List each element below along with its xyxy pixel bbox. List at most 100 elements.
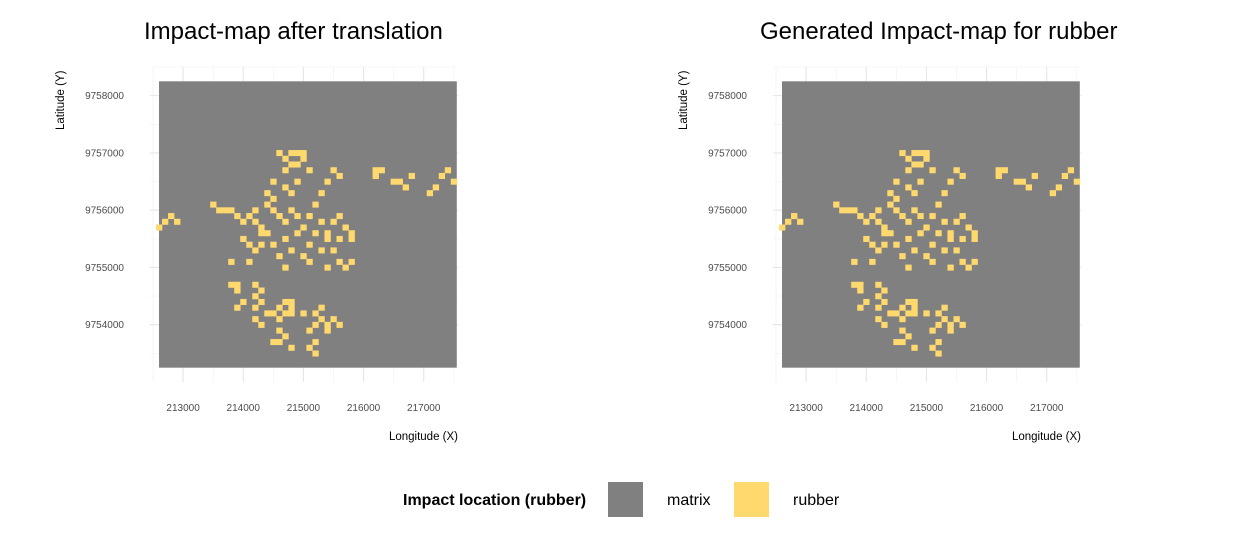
raster-cell-rubber (174, 218, 181, 225)
raster-cell-rubber (372, 167, 379, 174)
raster-cell-rubber (348, 230, 355, 237)
raster-cell-rubber (258, 287, 265, 294)
raster-cell-rubber (276, 327, 283, 334)
raster-cell-rubber (875, 207, 882, 214)
raster-cell-rubber (282, 184, 289, 191)
raster-cell-rubber (1061, 172, 1069, 179)
raster-cell-rubber (288, 344, 295, 351)
raster-cell-rubber (336, 213, 343, 220)
y-tick-label: 9756000 (85, 206, 124, 217)
raster-cell-rubber (851, 258, 858, 265)
raster-cell-rubber (276, 304, 283, 311)
x-tick-label: 216000 (970, 403, 1004, 414)
raster-cell-rubber (953, 167, 960, 174)
raster-cell-rubber (372, 172, 379, 179)
raster-cell-rubber (857, 281, 864, 288)
raster-cell-rubber (264, 310, 271, 317)
raster-cell-rubber (959, 172, 966, 179)
raster-cell-rubber (785, 218, 792, 225)
raster-cell-rubber (318, 218, 325, 225)
x-tick-label: 216000 (347, 403, 381, 414)
raster-cell-rubber (923, 150, 930, 157)
raster-cell-rubber (330, 247, 337, 254)
raster-cell-rubber (869, 241, 876, 248)
raster-cell-rubber (911, 344, 918, 351)
raster-cell-rubber (887, 310, 894, 317)
raster-cell-rubber (234, 304, 241, 311)
raster-cell-rubber (857, 304, 864, 311)
raster-cell-rubber (917, 150, 924, 157)
raster-cell-rubber (402, 184, 409, 191)
raster-cell-rubber (282, 264, 289, 271)
raster-cell-rubber (959, 321, 966, 328)
x-tick-labels: 213000 214000 215000 216000 217000 (789, 403, 1063, 414)
raster-cell-rubber (917, 213, 924, 220)
raster-cell-rubber (300, 310, 307, 317)
raster-cell-rubber (911, 304, 918, 311)
raster-cell-rubber (306, 213, 313, 220)
raster-cell-rubber (935, 310, 942, 317)
raster-cell-rubber (929, 241, 936, 248)
raster-cell-rubber (282, 167, 289, 174)
raster-cell-rubber (875, 293, 882, 300)
raster-cell-rubber (911, 247, 918, 254)
raster-cell-rubber (312, 201, 319, 208)
raster-cell-rubber (863, 218, 870, 225)
raster-cell-rubber (324, 230, 331, 237)
raster-cell-rubber (378, 167, 385, 174)
raster-cell-rubber (288, 150, 295, 157)
raster-cell-rubber (875, 316, 882, 323)
raster-cell-rubber (306, 344, 313, 351)
y-axis-label: Latitude (Y) (55, 70, 67, 130)
raster-background-matrix (159, 81, 457, 368)
raster-cell-rubber (432, 184, 440, 191)
y-tick-labels: 9754000 9755000 9756000 9757000 9758000 (85, 91, 124, 331)
raster-cell-rubber (240, 298, 247, 305)
raster-cell-rubber (881, 298, 888, 305)
raster-cell-rubber (893, 241, 900, 248)
raster-cell-rubber (923, 253, 930, 260)
y-tick-label: 9757000 (85, 148, 124, 159)
x-axis-label: Longitude (X) (1012, 431, 1081, 443)
raster-cell-rubber (306, 258, 313, 265)
y-tick-label: 9754000 (708, 320, 747, 331)
raster-cell-rubber (875, 218, 882, 225)
raster-cell-rubber (300, 253, 307, 260)
raster-cell-rubber (324, 327, 331, 334)
raster-cell-rubber (1031, 172, 1038, 179)
raster (156, 81, 458, 368)
x-tick-labels: 213000 214000 215000 216000 217000 (166, 403, 440, 414)
raster-cell-rubber (324, 264, 331, 271)
x-tick-label: 217000 (1030, 403, 1064, 414)
y-tick-label: 9755000 (708, 263, 747, 274)
raster-cell-rubber (1013, 178, 1020, 185)
raster-cell-rubber (264, 201, 271, 208)
raster-cell-rubber (923, 155, 930, 162)
legend-label-rubber: rubber (793, 492, 840, 509)
x-tick-label: 215000 (287, 403, 321, 414)
raster-cell-rubber (905, 333, 912, 340)
raster-cell-rubber (905, 264, 912, 271)
raster-cell-rubber (959, 235, 966, 242)
raster-cell-rubber (953, 247, 960, 254)
raster-cell-rubber (216, 207, 223, 214)
raster-cell-rubber (971, 258, 978, 265)
raster-cell-rubber (1073, 178, 1081, 185)
raster-cell-rubber (294, 230, 301, 237)
raster-cell-rubber (270, 339, 277, 346)
raster-cell-rubber (965, 264, 972, 271)
raster-cell-rubber (252, 293, 259, 300)
raster-cell-rubber (156, 224, 163, 231)
raster-cell-rubber (240, 218, 247, 225)
raster-cell-rubber (240, 235, 247, 242)
raster-cell-rubber (270, 310, 277, 317)
raster-cell-rubber (252, 316, 259, 323)
raster-cell-rubber (288, 190, 295, 197)
raster-cell-rubber (917, 230, 924, 237)
x-tick-label: 214000 (850, 403, 884, 414)
raster-cell-rubber (450, 178, 458, 185)
raster-cell-rubber (869, 213, 876, 220)
raster-cell-rubber (881, 224, 888, 231)
raster-cell-rubber (258, 298, 265, 305)
